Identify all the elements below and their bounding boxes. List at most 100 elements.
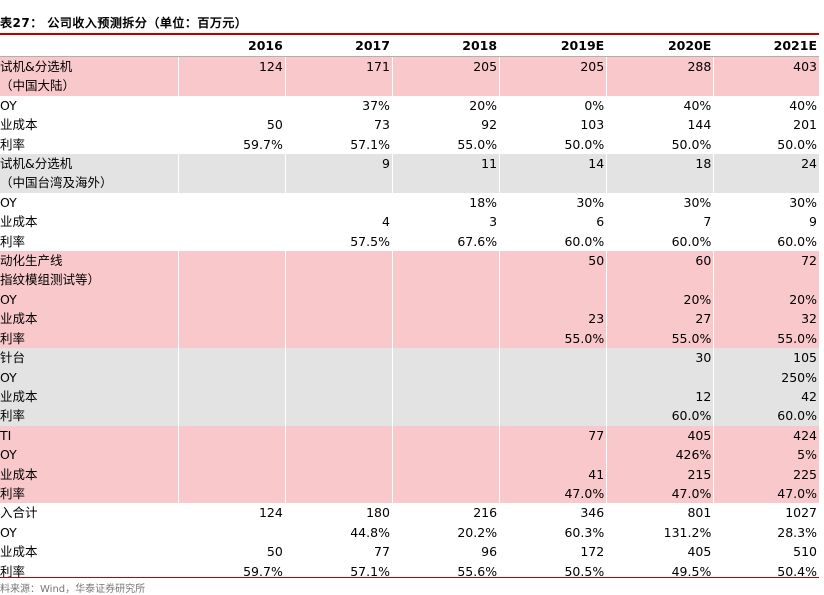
row-value-cell: [499, 173, 607, 193]
row-value-cell: 57.1%: [284, 561, 393, 581]
row-value-cell: [391, 289, 500, 310]
row-value-cell: 405: [606, 425, 714, 446]
row-value-cell: 55.0%: [499, 328, 607, 349]
row-value-cell: 172: [499, 542, 607, 562]
row-value-cell: 5%: [713, 445, 819, 465]
row-value-cell: [499, 406, 607, 426]
row-label: 利率: [0, 328, 179, 349]
row-value-cell: 30%: [713, 192, 819, 213]
row-value-cell: [284, 289, 393, 310]
row-value-cell: 50.0%: [713, 134, 819, 155]
row-value-cell: [606, 270, 714, 290]
row-value-cell: [391, 406, 500, 426]
row-value-cell: [177, 425, 286, 446]
table-row: 业成本 50 77 96 172 405 510: [0, 542, 819, 562]
table-row: 指纹模组测试等）: [0, 270, 819, 290]
row-value-cell: [284, 328, 393, 349]
row-label: 动化生产线: [0, 251, 179, 271]
row-value-cell: 201: [713, 115, 819, 135]
row-value-cell: 60.0%: [713, 406, 819, 426]
row-value-cell: 50: [499, 251, 607, 271]
table-row: OY 37% 20% 0% 40% 40%: [0, 95, 819, 116]
row-value-cell: 0%: [499, 95, 607, 116]
table-row: 业成本 50 73 92 103 144 201: [0, 115, 819, 135]
table-row: 动化生产线 50 60 72: [0, 251, 819, 271]
row-value-cell: [284, 173, 393, 193]
row-value-cell: 44.8%: [284, 522, 393, 543]
row-value-cell: 288: [606, 56, 714, 77]
row-value-cell: 23: [499, 309, 607, 329]
row-value-cell: [284, 309, 393, 329]
header-cell-2021e: 2021E: [713, 36, 819, 57]
row-value-cell: [499, 348, 607, 368]
row-value-cell: 346: [499, 503, 607, 523]
row-value-cell: 28.3%: [713, 522, 819, 543]
row-label: （中国大陆）: [0, 76, 179, 96]
row-value-cell: [391, 270, 500, 290]
row-value-cell: [284, 386, 393, 407]
row-value-cell: 3: [391, 212, 500, 232]
row-value-cell: 60.0%: [713, 231, 819, 252]
row-value-cell: [499, 289, 607, 310]
row-value-cell: 50.0%: [606, 134, 714, 155]
row-value-cell: [499, 270, 607, 290]
row-value-cell: 250%: [713, 367, 819, 387]
table-row: 入合计 124 180 216 346 801 1027: [0, 503, 819, 523]
row-value-cell: [284, 483, 393, 504]
row-value-cell: [713, 173, 819, 193]
row-value-cell: [606, 173, 714, 193]
row-value-cell: 59.7%: [177, 561, 286, 581]
header-cell-label: [0, 36, 179, 57]
row-label: 业成本: [0, 386, 179, 407]
row-value-cell: [177, 95, 286, 116]
row-value-cell: [177, 464, 286, 484]
row-value-cell: [177, 445, 286, 465]
row-value-cell: 77: [284, 542, 393, 562]
row-value-cell: 55.6%: [391, 561, 500, 581]
row-value-cell: 50: [177, 542, 286, 562]
row-value-cell: [499, 367, 607, 387]
row-label: （中国台湾及海外）: [0, 173, 179, 193]
row-value-cell: 57.1%: [284, 134, 393, 155]
row-value-cell: [391, 386, 500, 407]
row-label: 试机&分选机: [0, 154, 179, 174]
row-value-cell: 18: [606, 154, 714, 174]
header-cell-2018: 2018: [391, 36, 500, 57]
row-label: OY: [0, 367, 179, 387]
row-label: 利率: [0, 134, 179, 155]
row-value-cell: [177, 173, 286, 193]
row-value-cell: [177, 212, 286, 232]
row-value-cell: 49.5%: [606, 561, 714, 581]
row-value-cell: 24: [713, 154, 819, 174]
row-value-cell: [391, 445, 500, 465]
row-value-cell: 32: [713, 309, 819, 329]
header-cell-2017: 2017: [284, 36, 393, 57]
bottom-rule: [0, 577, 819, 578]
row-value-cell: [391, 76, 500, 96]
row-value-cell: 12: [606, 386, 714, 407]
row-value-cell: 55.0%: [713, 328, 819, 349]
row-value-cell: 103: [499, 115, 607, 135]
row-value-cell: 403: [713, 56, 819, 77]
table-row: 利率 60.0% 60.0%: [0, 406, 819, 426]
row-label: 试机&分选机: [0, 56, 179, 77]
row-label: 业成本: [0, 212, 179, 232]
row-label: 业成本: [0, 309, 179, 329]
row-value-cell: 55.0%: [606, 328, 714, 349]
row-value-cell: 14: [499, 154, 607, 174]
row-value-cell: 9: [284, 154, 393, 174]
row-value-cell: [391, 367, 500, 387]
row-label: OY: [0, 192, 179, 213]
row-value-cell: 1027: [713, 503, 819, 523]
row-value-cell: [177, 406, 286, 426]
row-value-cell: 27: [606, 309, 714, 329]
row-value-cell: 6: [499, 212, 607, 232]
row-value-cell: 30%: [606, 192, 714, 213]
table-row: 业成本 23 27 32: [0, 309, 819, 329]
row-value-cell: 9: [713, 212, 819, 232]
row-value-cell: 801: [606, 503, 714, 523]
table-row: 利率 59.7% 57.1% 55.6% 50.5% 49.5% 50.4%: [0, 561, 819, 581]
table-row: （中国大陆）: [0, 76, 819, 96]
table-row: 业成本 4 3 6 7 9: [0, 212, 819, 232]
row-value-cell: 50.4%: [713, 561, 819, 581]
